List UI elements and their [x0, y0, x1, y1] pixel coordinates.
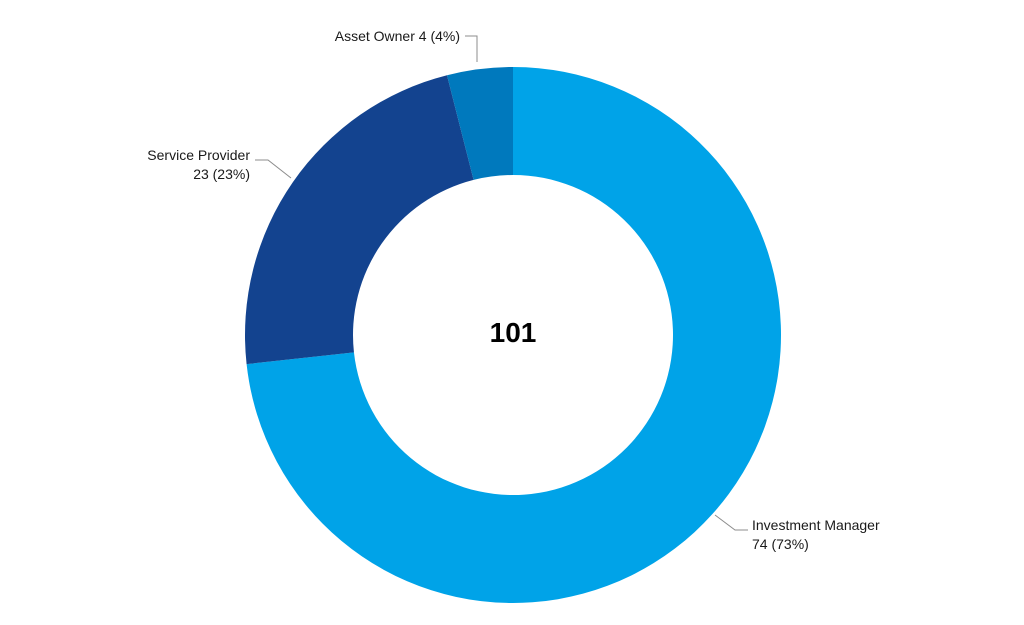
leader-line-asset-owner [465, 35, 478, 62]
center-total-label: 101 [490, 317, 537, 348]
slice-label-name-service-provider: Service Provider [147, 147, 250, 163]
slice-investment-manager [246, 67, 782, 603]
slice-label-name-investment-manager: Investment Manager [752, 517, 880, 533]
slice-asset-owner [446, 67, 513, 180]
leader-line-service-provider [255, 159, 292, 179]
slice-label-asset-owner: Asset Owner 4 (4%) [335, 28, 460, 44]
slice-label-value-investment-manager: 74 (73%) [752, 536, 809, 552]
slice-label-value-service-provider: 23 (23%) [193, 166, 250, 182]
slice-service-provider [245, 75, 474, 365]
leader-lines-layer [255, 35, 748, 531]
slices-layer [245, 67, 782, 603]
leader-line-investment-manager [714, 514, 748, 531]
labels-layer: Investment Manager 74 (73%) Service Provid… [147, 28, 880, 552]
